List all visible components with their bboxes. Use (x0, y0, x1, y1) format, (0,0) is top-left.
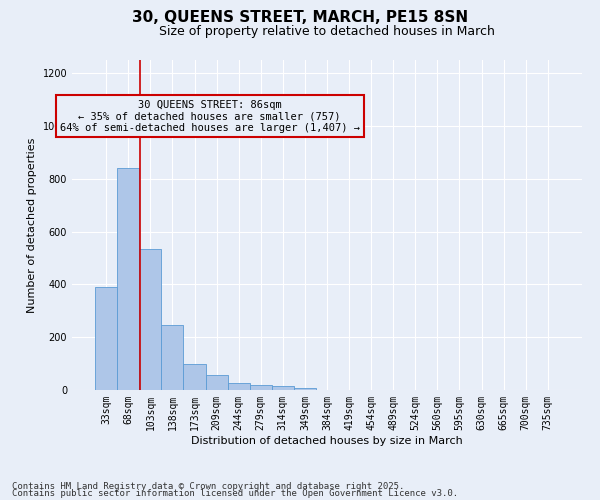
Text: 30, QUEENS STREET, MARCH, PE15 8SN: 30, QUEENS STREET, MARCH, PE15 8SN (132, 10, 468, 25)
Text: Contains HM Land Registry data © Crown copyright and database right 2025.: Contains HM Land Registry data © Crown c… (12, 482, 404, 491)
Bar (227, 384, 250, 390)
X-axis label: Distribution of detached houses by size in March: Distribution of detached houses by size … (191, 436, 463, 446)
Title: Size of property relative to detached houses in March: Size of property relative to detached ho… (159, 25, 495, 38)
Bar (250, 385, 272, 390)
Bar (184, 364, 206, 390)
Y-axis label: Number of detached properties: Number of detached properties (27, 138, 37, 312)
Bar (272, 386, 294, 390)
Bar (117, 168, 139, 390)
Text: Contains public sector information licensed under the Open Government Licence v3: Contains public sector information licen… (12, 489, 458, 498)
Bar (206, 376, 227, 390)
Bar (139, 249, 161, 390)
Text: 30 QUEENS STREET: 86sqm
← 35% of detached houses are smaller (757)
64% of semi-d: 30 QUEENS STREET: 86sqm ← 35% of detache… (60, 100, 360, 133)
Bar (161, 324, 184, 390)
Bar (95, 287, 117, 390)
Bar (294, 388, 316, 390)
